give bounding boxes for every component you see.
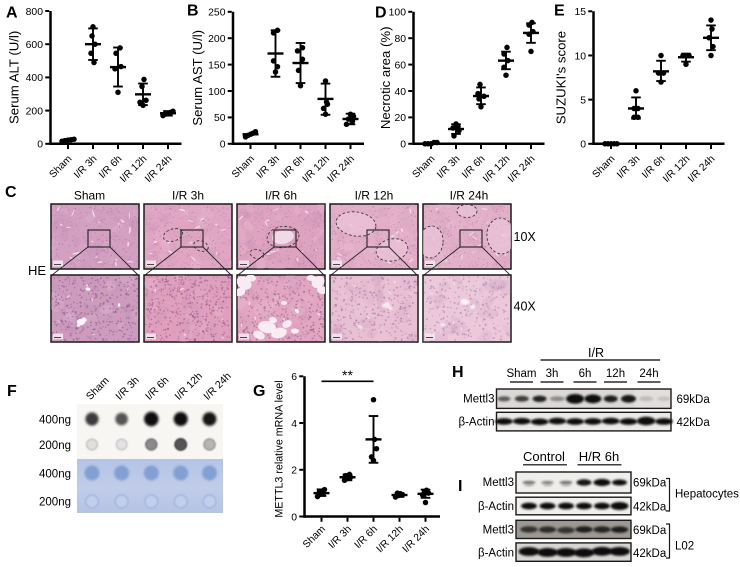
svg-text:400ng: 400ng xyxy=(39,415,71,427)
svg-text:0: 0 xyxy=(220,140,226,151)
svg-text:15: 15 xyxy=(574,7,586,18)
svg-text:B: B xyxy=(187,3,199,20)
svg-text:Sham: Sham xyxy=(48,154,75,181)
svg-text:40X: 40X xyxy=(514,300,537,314)
svg-text:400ng: 400ng xyxy=(39,469,71,481)
svg-text:HE: HE xyxy=(28,263,46,278)
svg-text:80: 80 xyxy=(394,34,406,45)
svg-text:150: 150 xyxy=(208,60,226,71)
svg-text:Sham: Sham xyxy=(74,189,105,203)
svg-text:Sham: Sham xyxy=(591,154,618,181)
svg-text:24h: 24h xyxy=(639,368,658,380)
svg-text:6h: 6h xyxy=(579,368,592,380)
svg-text:I/R 12h: I/R 12h xyxy=(375,524,406,555)
svg-text:I/R 3h: I/R 3h xyxy=(72,153,99,180)
svg-text:800: 800 xyxy=(26,7,44,18)
svg-text:I/R 6h: I/R 6h xyxy=(143,374,171,402)
svg-text:0: 0 xyxy=(37,140,43,151)
svg-text:20: 20 xyxy=(394,113,406,124)
svg-text:200: 200 xyxy=(26,106,44,117)
svg-text:0: 0 xyxy=(580,140,586,151)
svg-text:Control: Control xyxy=(523,449,565,464)
svg-text:Sham: Sham xyxy=(411,154,438,181)
svg-text:E: E xyxy=(554,3,565,20)
svg-text:L02: L02 xyxy=(675,541,694,553)
svg-text:I/R 3h: I/R 3h xyxy=(327,524,354,551)
svg-text:Hepatocytes: Hepatocytes xyxy=(675,489,739,501)
svg-text:6: 6 xyxy=(291,372,297,383)
svg-text:I/R 24h: I/R 24h xyxy=(450,189,489,203)
svg-text:I/R 3h: I/R 3h xyxy=(255,153,282,180)
svg-text:69kDa: 69kDa xyxy=(633,525,667,537)
svg-text:**: ** xyxy=(342,367,353,383)
svg-text:I/R: I/R xyxy=(588,346,604,360)
svg-text:H/R 6h: H/R 6h xyxy=(579,449,619,464)
svg-text:3h: 3h xyxy=(546,368,559,380)
svg-text:10: 10 xyxy=(574,51,586,62)
svg-text:F: F xyxy=(7,383,17,400)
svg-text:200ng: 200ng xyxy=(39,497,71,509)
svg-text:2: 2 xyxy=(291,466,297,477)
svg-text:5: 5 xyxy=(580,95,586,106)
svg-text:Mettl3: Mettl3 xyxy=(483,525,514,537)
svg-text:100: 100 xyxy=(208,87,226,98)
svg-text:SUZUKI's score: SUZUKI's score xyxy=(554,31,569,124)
svg-text:10X: 10X xyxy=(514,230,537,244)
svg-text:Sham: Sham xyxy=(84,375,112,403)
svg-text:I/R 12h: I/R 12h xyxy=(173,370,206,403)
svg-text:400: 400 xyxy=(26,73,44,84)
svg-text:42kDa: 42kDa xyxy=(633,548,667,560)
svg-text:β-Actin: β-Actin xyxy=(478,501,514,513)
svg-text:METTL3 relative mRNA level: METTL3 relative mRNA level xyxy=(274,380,286,517)
svg-text:Necrotic area (%): Necrotic area (%) xyxy=(378,26,393,129)
svg-text:I/R 24h: I/R 24h xyxy=(143,153,174,184)
svg-text:600: 600 xyxy=(26,40,44,51)
svg-text:69kDa: 69kDa xyxy=(633,478,667,490)
svg-text:I/R 24h: I/R 24h xyxy=(326,153,357,184)
svg-text:200: 200 xyxy=(208,34,226,45)
svg-text:50: 50 xyxy=(214,113,226,124)
svg-text:60: 60 xyxy=(394,60,406,71)
svg-text:β-Actin: β-Actin xyxy=(478,548,514,560)
svg-text:I/R 3h: I/R 3h xyxy=(435,153,462,180)
svg-text:69kDa: 69kDa xyxy=(677,394,711,406)
svg-text:D: D xyxy=(375,5,387,22)
svg-text:200ng: 200ng xyxy=(39,440,71,452)
svg-text:0: 0 xyxy=(291,512,297,523)
svg-text:Serum AST (U/l): Serum AST (U/l) xyxy=(190,30,205,126)
svg-text:250: 250 xyxy=(208,8,226,19)
svg-text:Mettl3: Mettl3 xyxy=(463,394,494,406)
svg-text:I/R 24h: I/R 24h xyxy=(686,153,717,184)
svg-text:40: 40 xyxy=(394,87,406,98)
svg-text:100: 100 xyxy=(389,8,407,19)
svg-text:Mettl3: Mettl3 xyxy=(483,477,514,489)
svg-text:I/R 3h: I/R 3h xyxy=(172,189,204,203)
svg-text:H: H xyxy=(452,364,464,381)
svg-text:Sham: Sham xyxy=(230,154,257,181)
svg-text:G: G xyxy=(253,383,265,400)
svg-text:I/R 24h: I/R 24h xyxy=(201,370,234,403)
svg-text:Serum ALT (U/l): Serum ALT (U/l) xyxy=(7,31,22,124)
svg-text:Sham: Sham xyxy=(506,368,536,380)
svg-text:I/R 3h: I/R 3h xyxy=(113,374,141,402)
svg-text:A: A xyxy=(6,5,18,22)
svg-text:β-Actin: β-Actin xyxy=(458,417,494,429)
svg-text:I/R 3h: I/R 3h xyxy=(615,153,642,180)
svg-text:4: 4 xyxy=(291,419,297,430)
svg-text:I: I xyxy=(458,478,462,495)
svg-text:42kDa: 42kDa xyxy=(677,417,711,429)
svg-text:I/R 24h: I/R 24h xyxy=(506,153,537,184)
svg-text:0: 0 xyxy=(400,140,406,151)
svg-text:I/R 6h: I/R 6h xyxy=(265,189,297,203)
svg-text:I/R 12h: I/R 12h xyxy=(355,189,394,203)
svg-text:42kDa: 42kDa xyxy=(633,502,667,514)
svg-text:Sham: Sham xyxy=(301,524,328,551)
svg-text:12h: 12h xyxy=(606,368,625,380)
svg-text:C: C xyxy=(5,184,17,201)
svg-text:I/R 24h: I/R 24h xyxy=(401,524,432,555)
